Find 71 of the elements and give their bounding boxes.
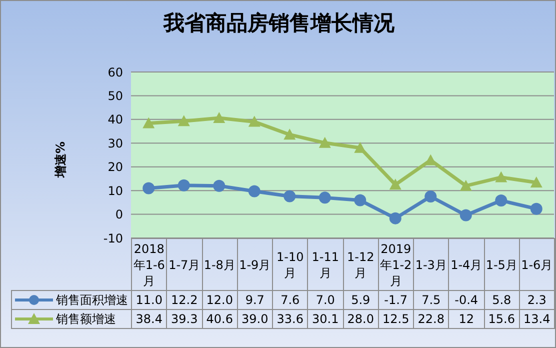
point (389, 178, 402, 190)
x-tick-label: 1-4月 (448, 238, 484, 291)
point (354, 142, 366, 153)
data-label: 33.6 (272, 309, 308, 329)
data-label: 30.1 (307, 309, 344, 329)
x-tick-label: 1-11月 (307, 238, 344, 291)
data-label: 7.5 (413, 290, 450, 310)
y-tick-label: 0 (115, 208, 123, 222)
point (424, 190, 437, 202)
point (142, 117, 155, 128)
data-label: 38.4 (131, 309, 168, 329)
data-label: 7.6 (272, 290, 308, 310)
y-tick-label: -10 (103, 231, 123, 246)
point (530, 202, 542, 215)
point (142, 182, 155, 194)
point (354, 194, 366, 206)
point (284, 128, 296, 140)
x-tick-label: 1-6月 (518, 238, 555, 291)
x-tick-label: 1-5月 (484, 238, 520, 291)
y-tick-label: 30 (108, 136, 123, 150)
point (495, 194, 508, 207)
point (530, 176, 542, 188)
data-label: 11.0 (131, 290, 168, 310)
chart-title: 我省商品房销售增长情况 (162, 10, 396, 37)
data-label: 12.0 (202, 290, 238, 310)
x-tick-label: 1-3月 (413, 238, 450, 291)
point (389, 212, 402, 224)
data-label: 2.3 (518, 290, 555, 310)
y-axis-title: 增速% (52, 140, 68, 180)
legend-label: 销售额增速 (56, 310, 116, 328)
data-label: 40.6 (202, 309, 238, 329)
data-label: 12 (448, 309, 484, 329)
data-label: 39.0 (236, 309, 273, 329)
x-tick-label: 2019年1-2月 (378, 238, 414, 291)
x-tick-label: 1-8月 (202, 238, 238, 291)
point (178, 179, 190, 192)
point (213, 112, 226, 124)
legend-label: 销售面积增速 (56, 292, 128, 308)
data-label: 22.8 (413, 309, 450, 329)
data-label: -1.7 (378, 290, 414, 310)
point (495, 171, 508, 182)
x-tick-label: 2018年1-6月 (131, 238, 168, 291)
x-tick-label: 1-10月 (272, 238, 308, 291)
data-label: 5.8 (484, 290, 520, 310)
data-label: 13.4 (518, 309, 555, 329)
data-label: 39.3 (166, 309, 202, 329)
point (318, 192, 331, 204)
data-label: 12.2 (166, 290, 202, 310)
point (318, 136, 331, 148)
point (248, 116, 260, 127)
point (178, 115, 190, 126)
data-label: 28.0 (342, 309, 379, 329)
point (213, 180, 226, 192)
y-tick-label: 60 (108, 65, 123, 80)
data-label: 9.7 (236, 290, 273, 310)
x-tick-label: 1-7月 (166, 238, 202, 291)
y-tick-label: 20 (108, 160, 123, 174)
point (460, 209, 472, 222)
data-label: 12.5 (378, 309, 414, 329)
data-label: 7.0 (307, 290, 344, 310)
y-tick-label: 10 (108, 184, 123, 198)
data-label: -0.4 (448, 290, 484, 310)
y-tick-label: 50 (108, 88, 123, 103)
point (460, 180, 472, 191)
data-label: 15.6 (484, 309, 520, 329)
x-tick-label: 1-9月 (236, 238, 273, 291)
y-tick-label: 40 (108, 112, 123, 127)
point (284, 190, 296, 202)
x-tick-label: 1-12月 (342, 238, 379, 291)
data-label: 5.9 (342, 290, 379, 310)
point (248, 185, 260, 198)
